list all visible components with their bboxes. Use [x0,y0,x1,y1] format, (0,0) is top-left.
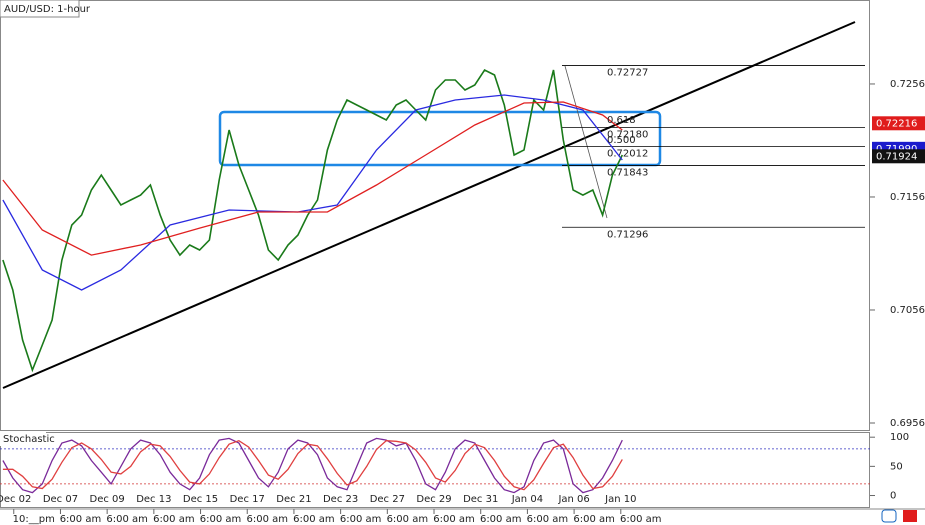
x-tick-label: Dec 29 [416,494,451,505]
y-tick-label: 50 [890,461,903,472]
x-tick-label: Dec 09 [90,494,125,505]
time-label: 6:00 am [527,514,569,525]
fib-ratio: 0.500 [607,135,636,146]
price-tag-box [872,149,925,164]
main-panel [0,0,870,431]
time-label: 6:00 am [480,514,522,525]
x-tick-label: Jan 10 [604,494,636,505]
fib-ratio: 0.618 [607,115,636,126]
time-label: 6:00 am [153,514,195,525]
title-box [0,0,80,18]
x-tick-label: Jan 04 [511,494,543,505]
time-label: 6:00 am [293,514,335,525]
indicator-title: Stochastic [3,434,55,445]
fib-label: 0.72180 [607,129,648,140]
series-line [2,94,623,291]
series-line [2,437,623,494]
indicator-title-box [0,432,46,446]
y-tick-label: 0.69564 [890,418,925,429]
chart-title: AUD/USD: 1-hour [4,4,91,15]
time-label: 6:00 am [433,514,475,525]
fib-label: 0.72727 [607,68,648,79]
series-line [2,68,624,373]
stochastic-panel [0,432,870,508]
time-label: 6:00 am [387,514,429,525]
time-label: 6:00 am [620,514,662,525]
price-tag: 0.71924 [872,149,925,164]
x-tick-label: Dec 15 [183,494,218,505]
x-tick-label: Dec 21 [276,494,311,505]
fib-label: 0.72012 [607,148,648,159]
time-label: 10:__pm [13,514,55,525]
x-tick-label: Dec 31 [463,494,498,505]
fib-label: 0.71843 [607,167,648,178]
y-tick-label: 0 [890,491,896,502]
x-tick-label: Dec 07 [43,494,78,505]
x-tick-label: Dec 23 [323,494,358,505]
fib-label: 0.71296 [607,229,648,240]
price-tag: 0.72216 [872,116,925,131]
y-tick-label: 0.70564 [890,305,925,316]
time-label: 6:00 am [246,514,288,525]
price-tag-label: 0.71924 [876,151,917,162]
x-tick-label: Jan 06 [557,494,589,505]
time-label: 6:00 am [106,514,148,525]
series-line [2,439,623,491]
icon[interactable] [903,510,917,522]
x-tick-label: Dec 13 [136,494,171,505]
series-line [2,101,623,256]
fib-diagonal [564,65,608,219]
y-tick-label: 0.72564 [890,79,925,90]
icon[interactable] [881,509,897,523]
x-tick-label: Dec 17 [230,494,265,505]
y-tick-label: 0.71564 [890,192,925,203]
price-tag-box [872,116,925,131]
trend-line [2,21,856,389]
time-label: 6:00 am [60,514,102,525]
time-label: 6:00 am [200,514,242,525]
time-label: 6:00 am [573,514,615,525]
x-tick-label: Dec 02 [0,494,31,505]
y-tick-label: 100 [890,432,909,443]
plot: 0.72564 0.71564 0.70564 0.69564 0.72727 0.721… [0,65,925,525]
time-label: 6:00 am [340,514,382,525]
resistance-zone [218,110,662,167]
x-tick-label: Dec 27 [370,494,405,505]
price-tag-label: 0.72216 [876,118,917,129]
